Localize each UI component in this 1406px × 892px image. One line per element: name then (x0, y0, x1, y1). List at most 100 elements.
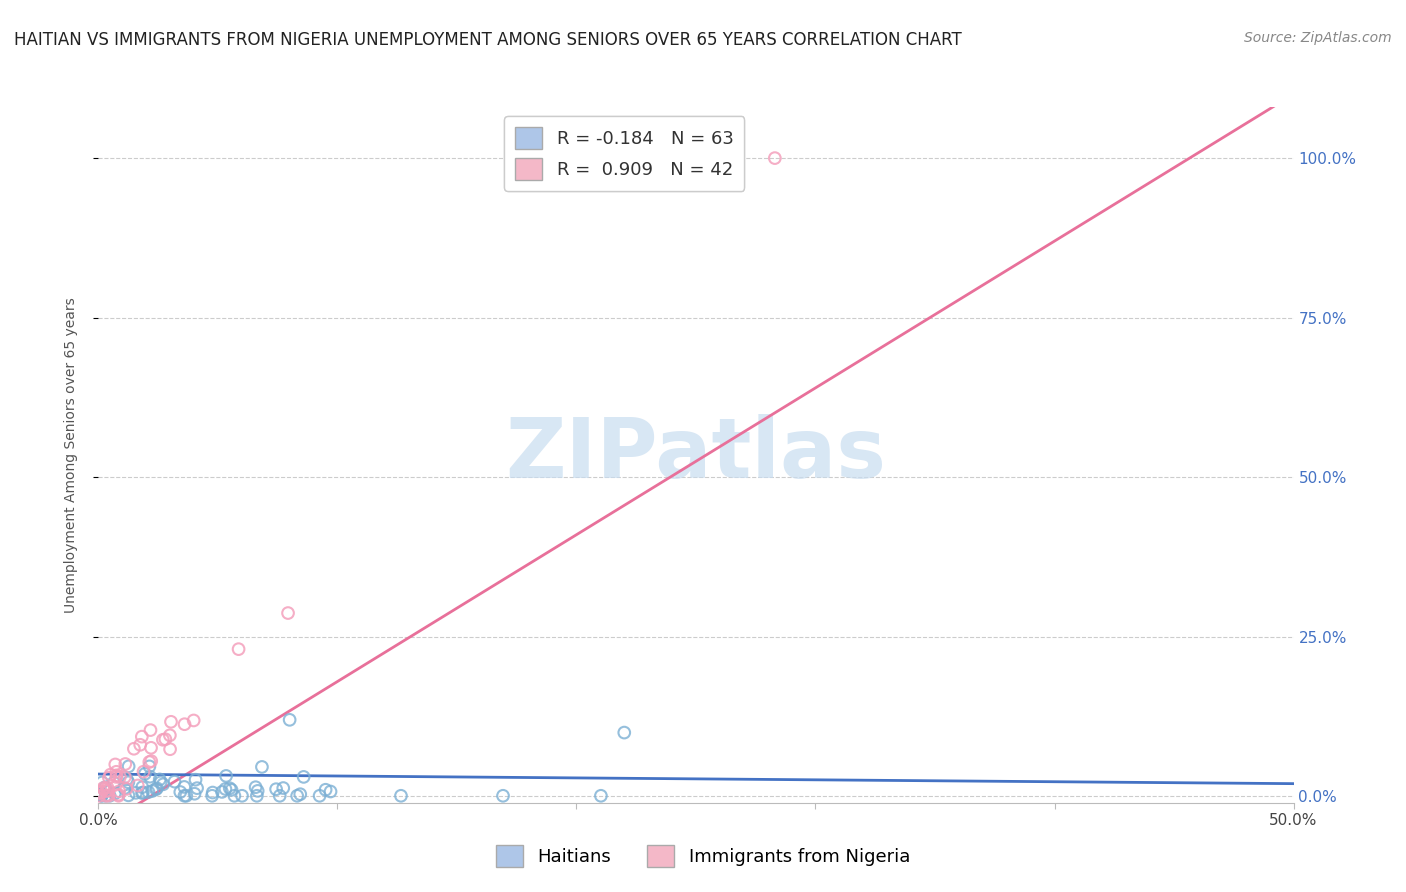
Point (211, 785, 233, 799)
Point (132, 785, 155, 799)
Point (93, 782, 115, 797)
Point (104, 787, 127, 801)
Point (173, 789, 195, 803)
Point (169, 785, 191, 799)
Point (201, 786, 224, 800)
Point (90, 789, 112, 803)
Point (152, 777, 174, 791)
Point (108, 784, 131, 798)
Text: HAITIAN VS IMMIGRANTS FROM NIGERIA UNEMPLOYMENT AMONG SENIORS OVER 65 YEARS CORR: HAITIAN VS IMMIGRANTS FROM NIGERIA UNEMP… (14, 31, 962, 49)
Point (97, 789, 120, 803)
Point (94, 789, 117, 803)
Point (173, 780, 195, 794)
Point (149, 772, 172, 787)
Y-axis label: Unemployment Among Seniors over 65 years: Unemployment Among Seniors over 65 years (63, 297, 77, 613)
Point (271, 780, 294, 795)
Point (492, 789, 515, 803)
Point (97, 783, 120, 797)
Point (264, 782, 287, 797)
Point (105, 770, 128, 784)
Point (108, 770, 131, 784)
Point (613, 725, 636, 739)
Point (163, 774, 186, 789)
Point (94, 789, 117, 803)
Point (186, 781, 208, 796)
Point (315, 782, 337, 797)
Point (245, 780, 267, 795)
Point (131, 780, 153, 794)
Point (107, 789, 129, 803)
Point (122, 741, 145, 756)
Point (131, 786, 153, 800)
Point (94, 780, 117, 795)
Point (589, 789, 612, 803)
Point (107, 788, 129, 802)
Point (278, 713, 301, 727)
Point (152, 732, 174, 747)
Point (173, 717, 195, 731)
Point (91, 787, 114, 801)
Point (138, 755, 160, 769)
Point (183, 787, 205, 801)
Point (90, 789, 112, 803)
Point (117, 775, 139, 789)
Point (141, 784, 163, 798)
Point (131, 730, 153, 744)
Point (246, 789, 269, 803)
Point (160, 714, 183, 729)
Point (96, 780, 118, 795)
Text: Source: ZipAtlas.com: Source: ZipAtlas.com (1244, 31, 1392, 45)
Point (115, 772, 138, 787)
Point (389, 789, 412, 803)
Legend: Haitians, Immigrants from Nigeria: Haitians, Immigrants from Nigeria (489, 838, 917, 874)
Point (231, 789, 253, 803)
Point (149, 775, 172, 789)
Point (114, 770, 136, 784)
Point (93, 780, 115, 795)
Point (159, 742, 181, 756)
Point (96, 784, 118, 798)
Point (155, 732, 177, 747)
Text: ZIPatlas: ZIPatlas (506, 415, 886, 495)
Point (246, 784, 269, 798)
Point (114, 756, 136, 771)
Point (117, 789, 139, 803)
Point (138, 759, 160, 773)
Legend: R = -0.184   N = 63, R =  0.909   N = 42: R = -0.184 N = 63, R = 0.909 N = 42 (505, 116, 744, 191)
Point (104, 757, 127, 772)
Point (214, 781, 236, 796)
Point (129, 738, 152, 752)
Point (97, 771, 120, 785)
Point (134, 766, 156, 780)
Point (132, 764, 155, 779)
Point (100, 767, 122, 781)
Point (308, 789, 330, 803)
Point (115, 781, 138, 796)
Point (215, 769, 238, 783)
Point (127, 779, 149, 793)
Point (277, 606, 299, 620)
Point (183, 714, 205, 728)
Point (184, 772, 207, 787)
Point (141, 754, 163, 768)
Point (221, 782, 243, 797)
Point (285, 789, 308, 803)
Point (89, 786, 111, 800)
Point (145, 782, 167, 797)
Point (105, 764, 128, 779)
Point (269, 789, 291, 803)
Point (290, 787, 312, 801)
Point (89, 789, 111, 803)
Point (105, 768, 128, 782)
Point (117, 759, 139, 773)
Point (224, 789, 246, 803)
Point (125, 786, 148, 800)
Point (228, 642, 250, 657)
Point (159, 728, 181, 742)
Point (91, 775, 114, 789)
Point (176, 789, 198, 803)
Point (201, 789, 224, 803)
Point (139, 770, 162, 784)
Point (218, 781, 240, 796)
Point (98, 789, 121, 803)
